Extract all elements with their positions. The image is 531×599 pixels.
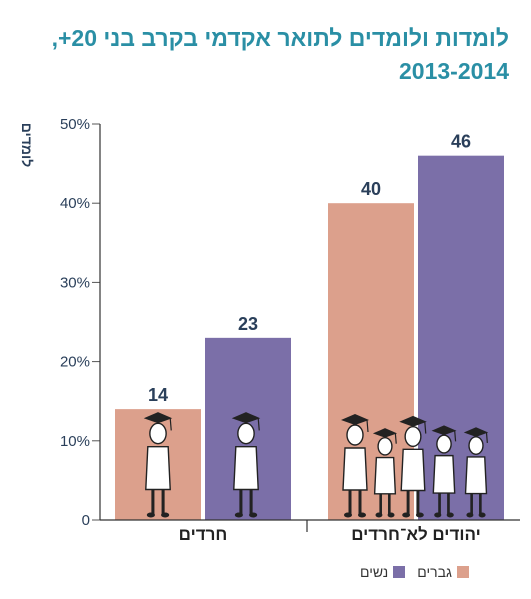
y-tick-label-2: 20% <box>60 354 90 371</box>
graduate-figure-icon-0 <box>143 412 173 518</box>
y-tick-label-1: 10% <box>60 433 90 450</box>
y-tick-label-5: 50% <box>60 116 90 133</box>
data-label-men-cat0: 14 <box>148 385 168 405</box>
legend: גברים נשים <box>360 564 469 580</box>
legend-item-men: גברים <box>417 564 469 580</box>
graduate-figure-icon-1 <box>231 412 261 518</box>
data-label-women-cat0: 23 <box>238 314 258 334</box>
graduate-figure-icon-2 <box>341 414 369 518</box>
legend-swatch-men <box>456 566 469 578</box>
y-tick-label-0: 0 <box>82 512 90 529</box>
y-axis-label: לומדים <box>19 123 35 168</box>
bar-men-cat1 <box>328 203 414 520</box>
y-tick-label-3: 30% <box>60 274 90 291</box>
graduate-figure-icon-4 <box>399 415 427 518</box>
graduate-figure-icon-6 <box>463 427 489 518</box>
legend-label-women: נשים <box>360 564 389 580</box>
chart-title-line-2: 2013-2014 <box>399 58 509 84</box>
bar-women-cat1 <box>418 155 504 520</box>
chart-title-line-1: לומדות ולומדים לתואר אקדמי בקרב בני 20+, <box>51 25 509 51</box>
legend-swatch-women <box>393 566 406 578</box>
data-label-women-cat1: 46 <box>451 132 471 152</box>
graduate-figure-icon-3 <box>372 428 398 518</box>
x-category-label-1: יהודים לא־חרדים <box>351 525 481 544</box>
data-label-men-cat1: 40 <box>361 179 381 199</box>
y-tick-label-4: 40% <box>60 195 90 212</box>
x-category-label-0: חרדים <box>179 525 228 544</box>
graduate-figure-icon-5 <box>431 425 457 518</box>
legend-item-women: נשים <box>360 564 406 580</box>
chart-title: לומדות ולומדים לתואר אקדמי בקרב בני 20+,… <box>9 22 509 88</box>
legend-label-men: גברים <box>417 564 452 580</box>
